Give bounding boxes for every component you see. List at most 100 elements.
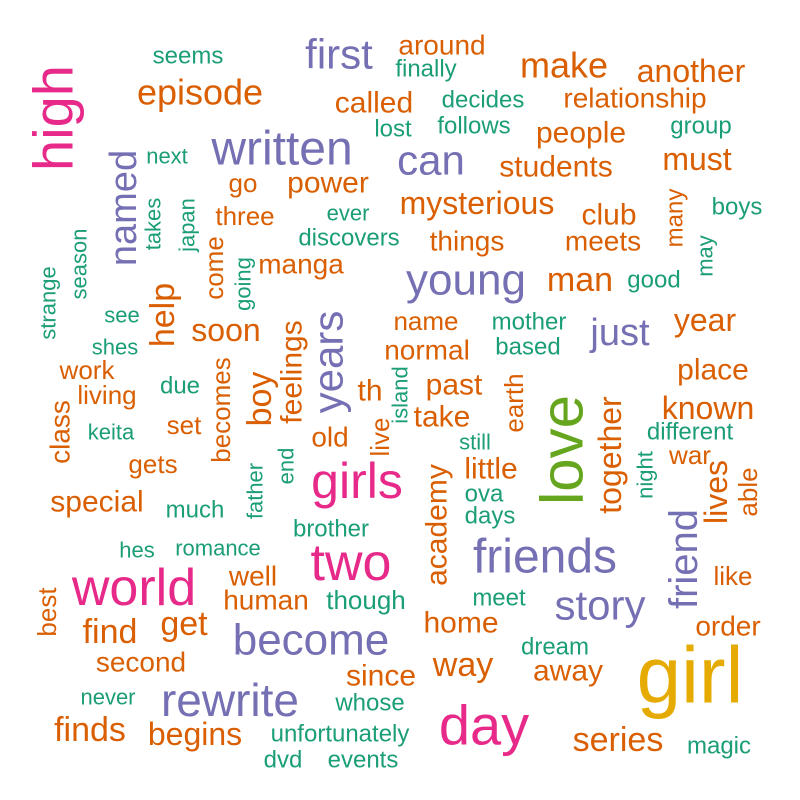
word-away: away	[533, 655, 603, 688]
word-good: good	[627, 267, 680, 294]
word-shes: shes	[92, 335, 138, 360]
word-island: island	[388, 366, 413, 423]
word-dvd: dvd	[264, 747, 303, 774]
word-little: little	[464, 453, 517, 486]
word-th: th	[357, 375, 382, 408]
word-place: place	[677, 354, 749, 387]
word-meets: meets	[565, 226, 641, 257]
word-rewrite: rewrite	[161, 674, 299, 726]
word-friend: friend	[662, 509, 706, 609]
word-unfortunately: unfortunately	[271, 721, 410, 748]
word-end: end	[274, 448, 299, 485]
word-best: best	[32, 587, 62, 637]
word-brother: brother	[293, 516, 369, 543]
word-mother: mother	[492, 309, 567, 336]
word-follows: follows	[437, 113, 510, 140]
word-human: human	[223, 585, 309, 616]
word-three: three	[215, 201, 274, 231]
word-lost: lost	[374, 116, 412, 143]
word-boy: boy	[241, 372, 279, 427]
word-soon: soon	[191, 312, 260, 348]
word-ever: ever	[327, 201, 370, 226]
word-come: come	[199, 236, 229, 300]
word-see: see	[104, 303, 139, 328]
word-normal: normal	[384, 335, 470, 366]
word-finds: finds	[54, 711, 126, 749]
word-war: war	[668, 440, 711, 470]
word-meet: meet	[472, 585, 526, 612]
word-make: make	[520, 45, 608, 86]
word-series: series	[573, 721, 664, 759]
word-power: power	[287, 167, 369, 200]
word-decides: decides	[442, 87, 525, 114]
word-class: class	[45, 400, 76, 464]
word-romance: romance	[175, 536, 261, 561]
word-living: living	[77, 380, 136, 410]
word-many: many	[662, 189, 689, 248]
word-love: love	[529, 395, 596, 505]
word-hes: hes	[119, 538, 154, 563]
word-known: known	[662, 390, 755, 426]
word-way: way	[432, 646, 493, 684]
word-well: well	[228, 561, 277, 592]
word-magic: magic	[687, 733, 751, 760]
word-old: old	[311, 422, 348, 453]
word-girls: girls	[311, 453, 403, 509]
word-becomes: becomes	[206, 357, 236, 463]
word-like: like	[713, 561, 752, 591]
word-first: first	[305, 31, 373, 78]
word-next: next	[146, 144, 188, 169]
word-get: get	[160, 605, 208, 643]
word-high: high	[22, 65, 85, 171]
word-set: set	[167, 410, 202, 440]
word-called: called	[335, 87, 413, 120]
word-different: different	[647, 419, 734, 446]
word-due: due	[160, 373, 200, 400]
word-may: may	[693, 235, 718, 277]
word-seems: seems	[153, 43, 224, 70]
word-second: second	[96, 647, 186, 678]
word-friends: friends	[473, 531, 617, 584]
word-gets: gets	[128, 449, 177, 479]
word-just: just	[589, 312, 650, 354]
word-around: around	[398, 30, 485, 61]
word-academy: academy	[421, 464, 454, 586]
word-group: group	[670, 113, 731, 140]
word-can: can	[397, 137, 465, 184]
word-much: much	[166, 497, 225, 524]
word-since: since	[346, 660, 416, 693]
word-discovers: discovers	[298, 225, 399, 252]
word-based: based	[495, 334, 560, 361]
word-world: world	[71, 559, 196, 617]
word-relationship: relationship	[563, 83, 706, 114]
word-special: special	[50, 486, 143, 519]
word-night: night	[633, 451, 658, 499]
word-boys: boys	[712, 194, 763, 221]
word-work: work	[59, 355, 116, 385]
word-girl: girl	[637, 631, 744, 720]
word-keita: keita	[88, 420, 135, 445]
word-strange: strange	[36, 266, 61, 339]
word-written: written	[210, 123, 352, 176]
word-earth: earth	[499, 373, 529, 432]
word-events: events	[328, 747, 399, 774]
word-order: order	[695, 611, 760, 642]
word-father: father	[243, 463, 268, 519]
word-two: two	[311, 534, 392, 592]
word-begins: begins	[148, 716, 242, 752]
word-become: become	[233, 616, 390, 665]
word-another: another	[637, 53, 746, 89]
word-days: days	[465, 503, 516, 530]
word-years: years	[305, 311, 352, 414]
word-dream: dream	[521, 634, 589, 661]
word-whose: whose	[334, 690, 404, 717]
word-take: take	[414, 401, 471, 434]
word-day: day	[439, 694, 529, 757]
word-still: still	[459, 430, 491, 455]
word-help: help	[144, 283, 182, 347]
word-takes: takes	[141, 198, 166, 251]
word-past: past	[426, 369, 483, 402]
word-together: together	[592, 396, 628, 514]
word-story: story	[554, 582, 645, 629]
